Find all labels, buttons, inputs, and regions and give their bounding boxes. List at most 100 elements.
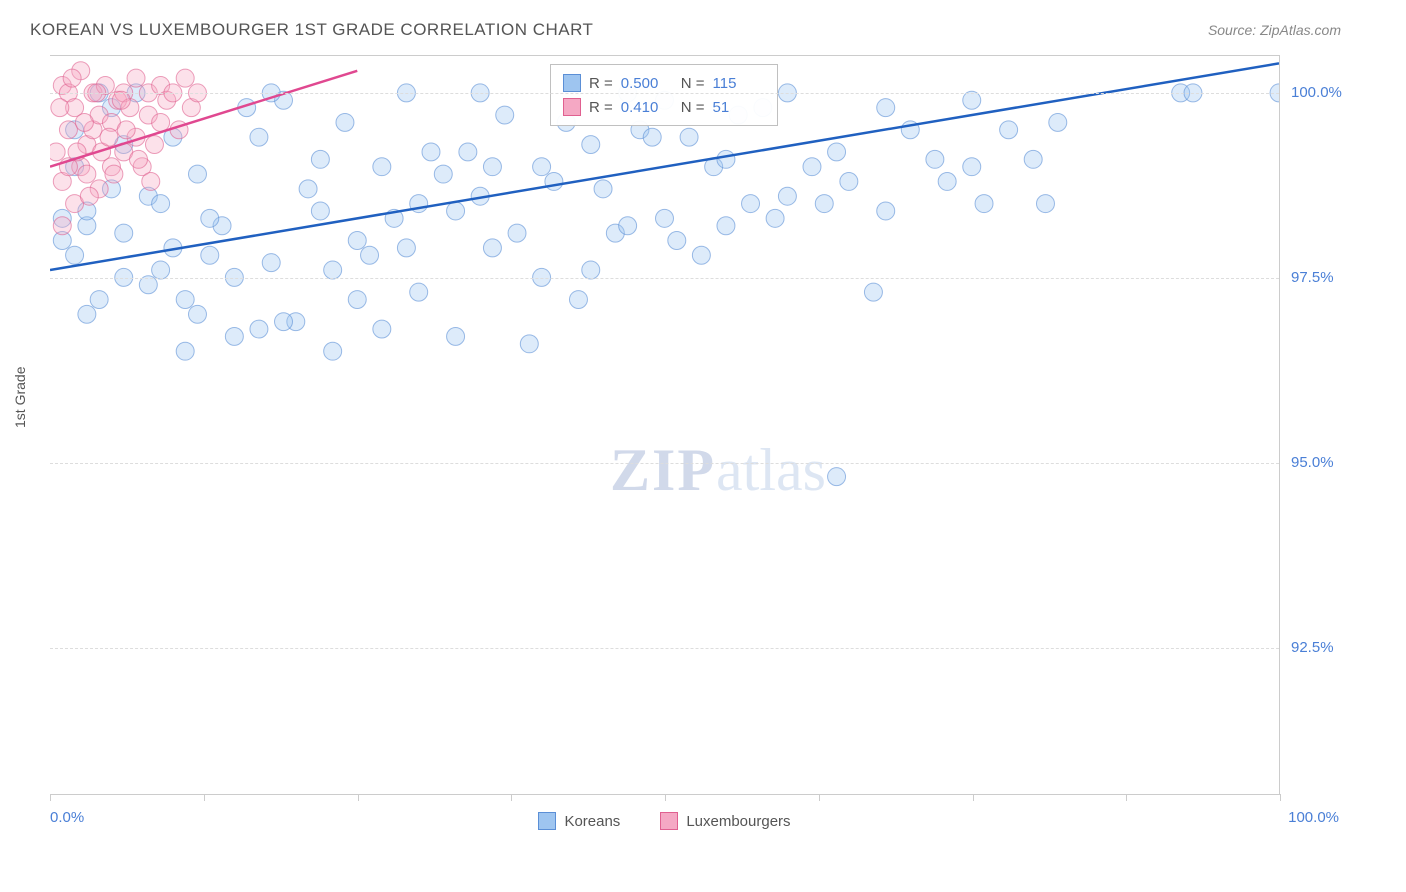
data-point (142, 172, 160, 190)
data-point (447, 202, 465, 220)
data-point (127, 69, 145, 87)
data-point (63, 69, 81, 87)
data-point (963, 158, 981, 176)
data-point (176, 69, 194, 87)
data-point (828, 143, 846, 161)
data-point (520, 335, 538, 353)
data-point (766, 209, 784, 227)
legend-label: Luxembourgers (686, 813, 790, 830)
data-point (348, 291, 366, 309)
data-point (582, 136, 600, 154)
data-point (840, 172, 858, 190)
data-point (53, 217, 71, 235)
data-point (78, 305, 96, 323)
data-point (176, 291, 194, 309)
ytick-label: 95.0% (1291, 454, 1361, 471)
swatch-koreans-icon (538, 812, 556, 830)
data-point (59, 121, 77, 139)
data-point (176, 342, 194, 360)
data-point (803, 158, 821, 176)
data-point (692, 246, 710, 264)
data-point (1024, 150, 1042, 168)
data-point (877, 202, 895, 220)
data-point (145, 136, 163, 154)
data-point (201, 246, 219, 264)
bottom-legend: Koreans Luxembourgers (50, 812, 1279, 830)
data-point (188, 165, 206, 183)
data-point (459, 143, 477, 161)
data-point (643, 128, 661, 146)
data-point (1049, 113, 1067, 131)
y-axis-label: 1st Grade (12, 367, 28, 428)
data-point (496, 106, 514, 124)
data-point (51, 99, 69, 117)
data-point (594, 180, 612, 198)
ytick-label: 97.5% (1291, 269, 1361, 286)
data-point (975, 195, 993, 213)
legend-label: Koreans (564, 813, 620, 830)
data-point (434, 165, 452, 183)
data-point (324, 342, 342, 360)
data-point (80, 187, 98, 205)
data-point (483, 158, 501, 176)
data-point (129, 150, 147, 168)
xtick-label: 100.0% (1288, 809, 1339, 826)
data-point (656, 209, 674, 227)
data-point (66, 246, 84, 264)
data-point (188, 305, 206, 323)
data-point (668, 232, 686, 250)
data-point (1036, 195, 1054, 213)
data-point (250, 320, 268, 338)
data-point (311, 202, 329, 220)
data-point (483, 239, 501, 257)
plot-area: ZIPatlas R = 0.500 N = 115 R = 0.410 N =… (50, 55, 1280, 795)
swatch-luxembourgers-icon (660, 812, 678, 830)
ytick-label: 92.5% (1291, 639, 1361, 656)
data-point (582, 261, 600, 279)
data-point (717, 150, 735, 168)
stats-row-koreans: R = 0.500 N = 115 (563, 71, 765, 95)
legend-item-luxembourgers: Luxembourgers (660, 812, 790, 830)
data-point (410, 283, 428, 301)
data-point (742, 195, 760, 213)
data-point (275, 313, 293, 331)
data-point (152, 113, 170, 131)
data-point (422, 143, 440, 161)
data-point (778, 187, 796, 205)
data-point (152, 261, 170, 279)
stats-legend-box: R = 0.500 N = 115 R = 0.410 N = 51 (550, 64, 778, 126)
data-point (250, 128, 268, 146)
data-point (533, 158, 551, 176)
data-point (373, 158, 391, 176)
data-point (815, 195, 833, 213)
data-point (877, 99, 895, 117)
data-point (717, 217, 735, 235)
data-point (75, 113, 93, 131)
data-point (50, 143, 65, 161)
data-point (336, 113, 354, 131)
scatter-svg (50, 56, 1279, 794)
data-point (311, 150, 329, 168)
data-point (324, 261, 342, 279)
data-point (397, 239, 415, 257)
data-point (508, 224, 526, 242)
data-point (152, 195, 170, 213)
source-label: Source: ZipAtlas.com (1208, 22, 1341, 38)
swatch-koreans (563, 74, 581, 92)
data-point (262, 254, 280, 272)
data-point (115, 224, 133, 242)
data-point (225, 327, 243, 345)
data-point (619, 217, 637, 235)
legend-item-koreans: Koreans (538, 812, 620, 830)
data-point (864, 283, 882, 301)
data-point (680, 128, 698, 146)
data-point (100, 128, 118, 146)
data-point (447, 327, 465, 345)
data-point (117, 121, 135, 139)
data-point (361, 246, 379, 264)
data-point (569, 291, 587, 309)
stats-row-luxembourgers: R = 0.410 N = 51 (563, 95, 765, 119)
swatch-luxembourgers (563, 98, 581, 116)
xtick-label: 0.0% (50, 809, 84, 826)
data-point (105, 165, 123, 183)
